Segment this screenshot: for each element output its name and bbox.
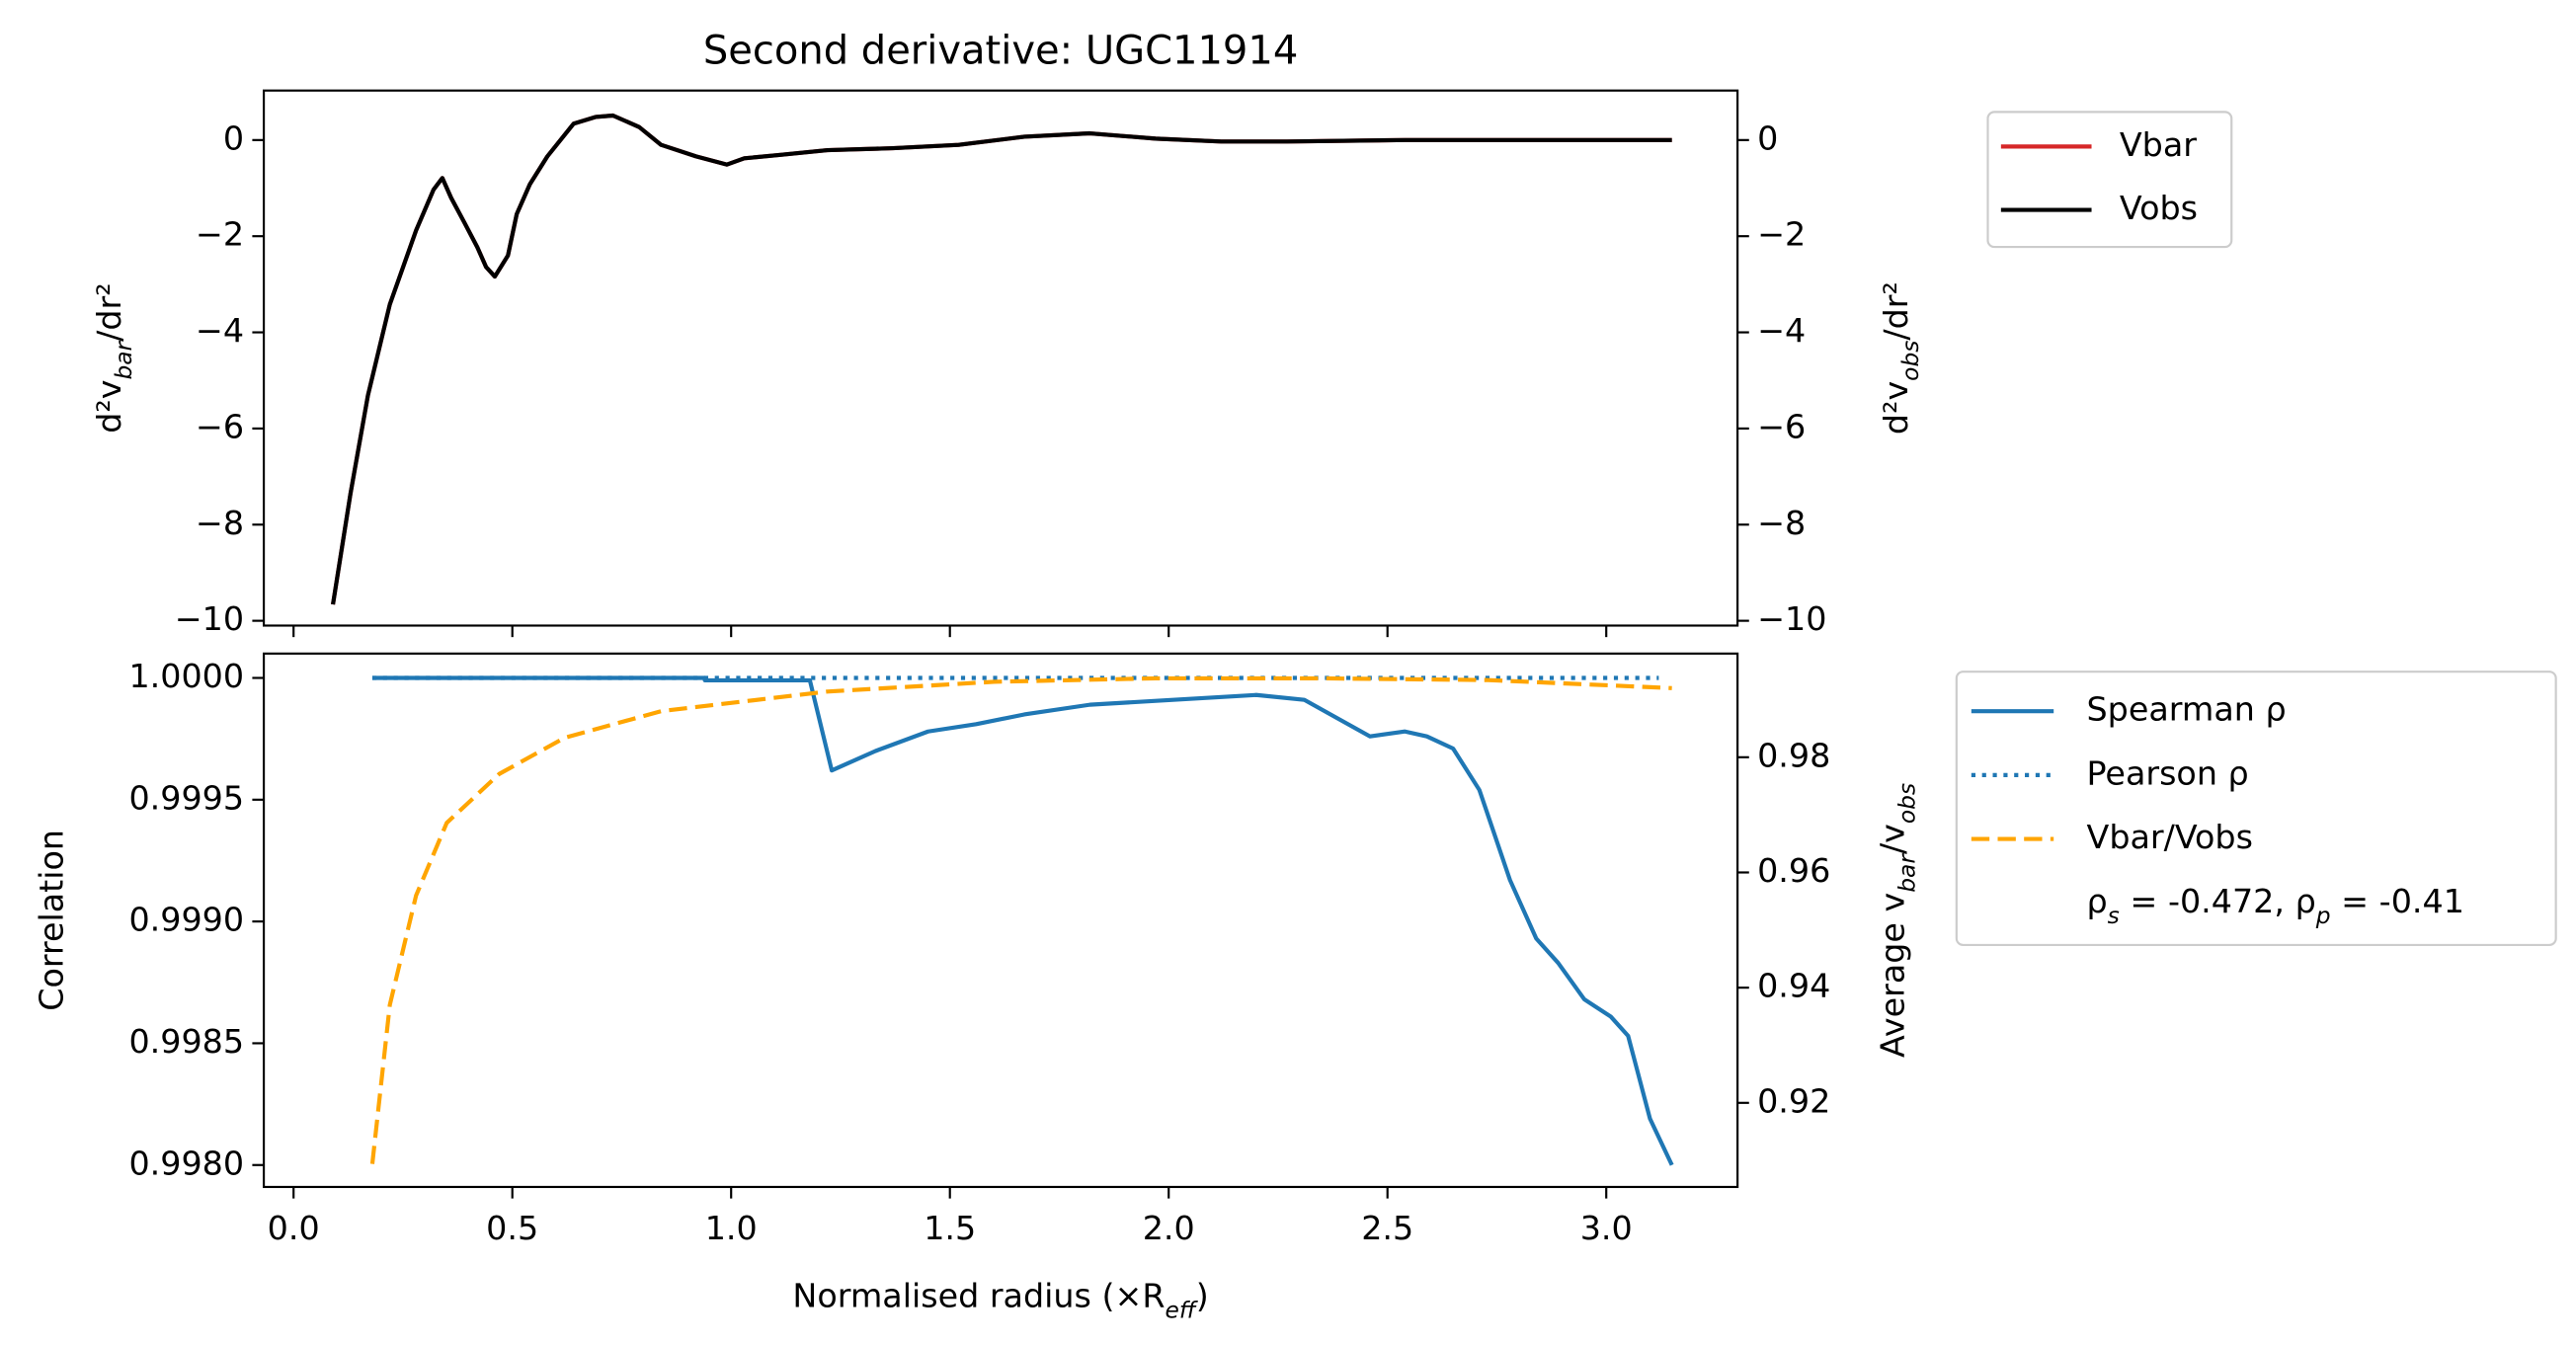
legend-note-part: p bbox=[2315, 902, 2331, 929]
y-tick-label: −10 bbox=[1757, 599, 1826, 638]
legend-note-part: s bbox=[2108, 902, 2120, 929]
y-tick-label: 0.9990 bbox=[128, 901, 244, 939]
y2-axis-label-part: Average v bbox=[1873, 893, 1911, 1058]
y-tick-label: −10 bbox=[175, 599, 244, 638]
plot-frame bbox=[262, 652, 1739, 1189]
y-tick-label: 0.92 bbox=[1757, 1081, 1830, 1120]
y-tick-label: −6 bbox=[196, 407, 244, 445]
series-line bbox=[371, 675, 1674, 1166]
y-axis-label: Correlation bbox=[32, 830, 70, 1011]
y-tick-label: −8 bbox=[1757, 504, 1806, 542]
y-tick-label: 0.9980 bbox=[128, 1144, 244, 1182]
x-tick-label: 3.0 bbox=[1580, 1209, 1633, 1247]
y-axis-label-part: Correlation bbox=[32, 830, 70, 1011]
y2-axis-label-part: bar bbox=[1892, 853, 1920, 893]
legend-label: Vobs bbox=[2120, 189, 2198, 227]
x-axis-label-part: eff bbox=[1166, 1296, 1198, 1323]
legend-label: Spearman ρ bbox=[2087, 690, 2287, 729]
y2-axis-label-part: /dr² bbox=[1876, 281, 1914, 340]
y2-axis-label: Average vbar/vobs bbox=[1873, 783, 1920, 1058]
legend-label: Vbar bbox=[2120, 125, 2197, 164]
x-tick-label: 0.5 bbox=[486, 1209, 538, 1247]
y-tick-label: 0 bbox=[223, 119, 244, 157]
y-tick-label: 0 bbox=[1757, 119, 1778, 157]
y-axis-label-part: /dr² bbox=[90, 282, 128, 341]
y-tick-label: −4 bbox=[196, 311, 244, 350]
x-axis-label-part: ) bbox=[1196, 1276, 1209, 1314]
y-tick-label: 0.9985 bbox=[128, 1022, 244, 1061]
y-tick-label: 0.96 bbox=[1757, 851, 1830, 890]
x-axis-label-part: Normalised radius (×R bbox=[792, 1276, 1165, 1314]
y-tick-label: 1.0000 bbox=[128, 657, 244, 695]
x-tick-label: 2.0 bbox=[1143, 1209, 1195, 1247]
plot-frame bbox=[262, 89, 1739, 627]
series-line bbox=[331, 113, 1672, 605]
y-tick-label: 0.98 bbox=[1757, 736, 1830, 774]
series-line bbox=[331, 113, 1672, 605]
legend-label: Vbar/Vobs bbox=[2087, 818, 2253, 856]
x-tick-label: 0.0 bbox=[268, 1209, 320, 1247]
legend-note-part: ρ bbox=[2087, 882, 2108, 920]
y-tick-label: −2 bbox=[196, 215, 244, 254]
chart-title: Second derivative: UGC11914 bbox=[703, 28, 1298, 73]
legend-note-part: = -0.41 bbox=[2331, 882, 2464, 920]
y-tick-label: −6 bbox=[1757, 407, 1806, 445]
x-tick-label: 1.5 bbox=[924, 1209, 976, 1247]
y-axis-label: d²vbar/dr² bbox=[90, 282, 137, 433]
legend-note: ρs = -0.472, ρp = -0.41 bbox=[2087, 882, 2464, 929]
legend-note-part: = -0.472, ρ bbox=[2120, 882, 2316, 920]
y2-axis-label-part: obs bbox=[1892, 783, 1920, 824]
y-tick-label: −4 bbox=[1757, 311, 1806, 350]
y-tick-label: −8 bbox=[196, 504, 244, 542]
y-tick-label: 0.9995 bbox=[128, 778, 244, 817]
y2-axis-label-part: d²v bbox=[1876, 381, 1914, 435]
y-tick-label: −2 bbox=[1757, 215, 1806, 254]
x-tick-label: 1.0 bbox=[705, 1209, 758, 1247]
y-tick-label: 0.94 bbox=[1757, 967, 1830, 1005]
x-tick-label: 2.5 bbox=[1361, 1209, 1413, 1247]
y2-axis-label: d²vobs/dr² bbox=[1876, 281, 1923, 435]
y-axis-label-part: bar bbox=[110, 340, 137, 379]
x-axis-label: Normalised radius (×Reff) bbox=[792, 1276, 1208, 1323]
y2-axis-label-part: obs bbox=[1895, 341, 1923, 381]
legend-box bbox=[1955, 671, 2557, 946]
y2-axis-label-part: /v bbox=[1873, 824, 1911, 854]
series-line bbox=[369, 675, 1672, 1164]
y-axis-label-part: d²v bbox=[90, 380, 128, 434]
legend-label: Pearson ρ bbox=[2087, 753, 2249, 792]
